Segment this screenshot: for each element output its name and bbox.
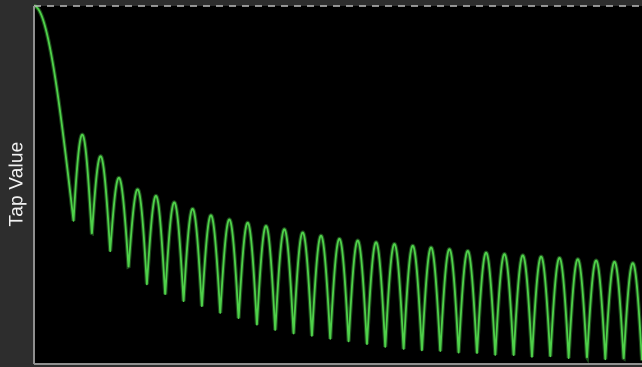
plot-area: [34, 6, 642, 364]
series-layer: [33, 4, 642, 364]
series-line-0: [33, 5, 642, 361]
